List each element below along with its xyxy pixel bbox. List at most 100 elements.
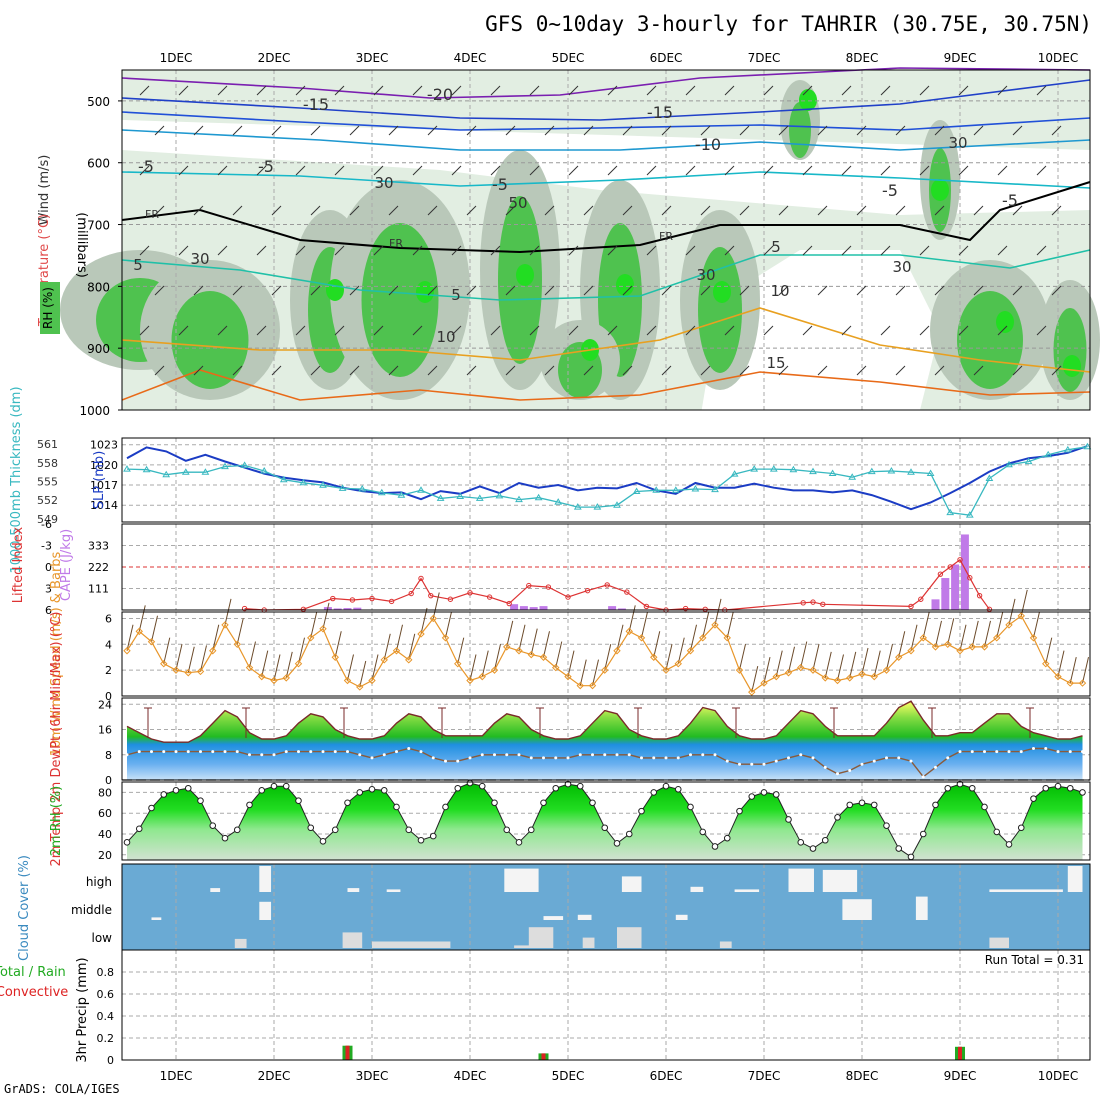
isotherm-label: -20 bbox=[427, 85, 453, 104]
wind-speed-marker bbox=[1005, 621, 1013, 629]
rh-marker bbox=[723, 834, 731, 842]
rh-marker bbox=[454, 784, 462, 792]
wind-barb-mark bbox=[427, 205, 438, 216]
precip-conv-bar bbox=[541, 1053, 546, 1060]
wind-barb-mark bbox=[373, 165, 384, 176]
rh-marker bbox=[233, 826, 241, 834]
wind-speed-line bbox=[126, 615, 1083, 693]
dewpoint-dot bbox=[701, 753, 705, 757]
wind-barb bbox=[788, 646, 795, 673]
dewpoint-dot bbox=[321, 750, 325, 754]
wind-barb-mark bbox=[919, 325, 930, 336]
x-tick-top: 3DEC bbox=[356, 51, 389, 65]
thickness-marker bbox=[338, 484, 347, 491]
wind-barb bbox=[677, 637, 685, 664]
pressure-tick: 500 bbox=[87, 95, 110, 109]
wind-barb-mark bbox=[700, 205, 711, 216]
li-tick: -6 bbox=[41, 518, 52, 531]
dewpoint-dot bbox=[983, 750, 986, 754]
wind-barb-mark bbox=[544, 285, 555, 296]
wind-barb-mark bbox=[739, 365, 750, 376]
thickness-marker bbox=[907, 468, 915, 475]
wind-barb-mark bbox=[349, 285, 360, 296]
rh-marker bbox=[601, 824, 609, 832]
rh-marker bbox=[197, 797, 204, 805]
rh-marker bbox=[674, 785, 682, 793]
wind-barb-mark bbox=[271, 285, 282, 296]
wind-barb bbox=[359, 660, 367, 688]
precip-tick: 0.6 bbox=[97, 988, 115, 1001]
cloud-block-high bbox=[621, 876, 642, 892]
rh-tick: 60 bbox=[98, 807, 112, 820]
wind-speed-marker bbox=[1017, 612, 1025, 620]
cape-frame bbox=[121, 523, 1091, 611]
lifted-index-marker bbox=[682, 605, 689, 612]
wind-barb-mark bbox=[544, 205, 555, 216]
rh-marker bbox=[650, 789, 658, 796]
lifted-index-marker bbox=[369, 595, 375, 602]
dewpoint-dot bbox=[162, 750, 166, 754]
thickness-marker bbox=[593, 503, 602, 510]
rh-marker bbox=[809, 845, 817, 852]
wind-barb-mark bbox=[568, 245, 579, 256]
wind-barb-mark bbox=[310, 205, 321, 216]
wind-barb-mark bbox=[685, 245, 696, 256]
temp-y-title: 2m Temp 2m DewPt (6hr Min/Max) (°C) bbox=[49, 612, 64, 867]
wind-barb bbox=[971, 620, 979, 648]
li-tick: 3 bbox=[45, 583, 52, 596]
x-tick-bottom: 8DEC bbox=[846, 1069, 879, 1083]
wind-barb-mark bbox=[388, 285, 399, 296]
wind-barb-mark bbox=[1051, 365, 1062, 376]
legend-rh: RH (%) bbox=[41, 287, 55, 329]
dewpoint-dot bbox=[284, 750, 288, 754]
wind-barb-mark bbox=[217, 165, 228, 176]
wind-barb bbox=[383, 633, 391, 660]
precip-conv-bar bbox=[345, 1045, 350, 1060]
thickness-marker bbox=[397, 491, 406, 498]
rh-marker bbox=[1054, 782, 1062, 790]
dewpoint-dot bbox=[431, 756, 435, 760]
wind-speed-marker bbox=[772, 672, 780, 681]
wind-barb bbox=[800, 641, 808, 668]
wind-barb bbox=[334, 631, 342, 658]
wind-speed-marker bbox=[711, 621, 719, 629]
wind-barb-mark bbox=[763, 245, 774, 256]
isotherm-label: FR bbox=[389, 237, 403, 250]
wind-barb bbox=[347, 654, 354, 681]
rh-marker bbox=[870, 801, 878, 809]
dewpoint-dot bbox=[909, 759, 913, 763]
wind-barb-mark bbox=[802, 85, 813, 96]
cape-bar bbox=[539, 606, 548, 610]
wind-speed-marker bbox=[760, 679, 768, 687]
wind-speed-marker bbox=[258, 672, 266, 681]
rh-saturated-spot bbox=[996, 311, 1014, 333]
dewpoint-dot bbox=[260, 753, 264, 757]
dewpoint-dot bbox=[517, 753, 521, 757]
wind-barb-mark bbox=[583, 125, 594, 136]
wind-barb-mark bbox=[880, 85, 891, 96]
wind-barb-mark bbox=[490, 325, 501, 336]
wind-speed-marker bbox=[319, 625, 327, 633]
isotherm-line bbox=[121, 369, 1091, 401]
cloud-block-low bbox=[514, 945, 539, 948]
wind-barb bbox=[175, 644, 183, 671]
lifted-index-marker bbox=[300, 606, 307, 612]
wind-barb-mark bbox=[778, 125, 789, 136]
dewpoint-dot bbox=[150, 750, 153, 754]
wind-barb-mark bbox=[271, 125, 282, 136]
isotherm-line bbox=[121, 111, 1091, 131]
rh-marker bbox=[552, 784, 560, 792]
rh-marker bbox=[221, 834, 229, 842]
cloud-block-high bbox=[210, 888, 221, 892]
dewpoint-dot bbox=[395, 750, 398, 754]
wind-barb bbox=[126, 624, 134, 651]
wind-barb-mark bbox=[466, 365, 477, 376]
rh-saturated-spot bbox=[516, 264, 534, 286]
wind-barb-mark bbox=[856, 125, 867, 136]
wind-barb bbox=[947, 618, 955, 645]
cloud-block-high bbox=[347, 888, 360, 892]
wind-speed-marker bbox=[417, 630, 425, 638]
dewpoint-dot bbox=[223, 750, 227, 754]
wind-barb bbox=[739, 644, 746, 671]
rh-marker bbox=[442, 803, 449, 811]
